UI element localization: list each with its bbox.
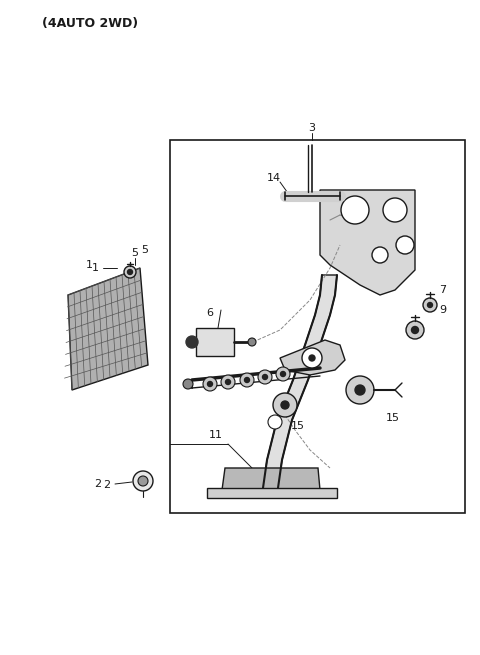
Circle shape	[423, 298, 437, 312]
Polygon shape	[280, 340, 345, 375]
Circle shape	[258, 370, 272, 384]
Text: 11: 11	[209, 430, 223, 440]
Circle shape	[406, 321, 424, 339]
Circle shape	[138, 476, 148, 486]
Circle shape	[186, 336, 198, 348]
Text: 15: 15	[386, 413, 400, 423]
Circle shape	[240, 373, 254, 387]
Circle shape	[221, 375, 235, 389]
Circle shape	[124, 266, 136, 278]
Text: 1: 1	[85, 260, 93, 270]
Circle shape	[248, 338, 256, 346]
Circle shape	[183, 379, 193, 389]
Circle shape	[302, 348, 322, 368]
Circle shape	[203, 377, 217, 391]
Circle shape	[341, 196, 369, 224]
Circle shape	[276, 367, 290, 381]
Circle shape	[263, 375, 267, 379]
Bar	[170, 140, 465, 513]
Circle shape	[396, 236, 414, 254]
Text: 5: 5	[132, 248, 139, 258]
Circle shape	[281, 401, 289, 409]
Circle shape	[372, 247, 388, 263]
Circle shape	[273, 393, 297, 417]
Bar	[196, 328, 234, 356]
Polygon shape	[320, 190, 415, 295]
Text: 7: 7	[439, 285, 446, 295]
Text: 1: 1	[92, 263, 98, 273]
Circle shape	[355, 385, 365, 395]
Text: 6: 6	[206, 308, 214, 318]
Text: 9: 9	[439, 305, 446, 315]
Text: 15: 15	[291, 421, 305, 431]
Circle shape	[244, 377, 250, 383]
Circle shape	[128, 269, 132, 274]
Polygon shape	[222, 468, 320, 490]
Circle shape	[268, 415, 282, 429]
Circle shape	[133, 471, 153, 491]
Text: 2: 2	[95, 479, 102, 489]
Circle shape	[383, 198, 407, 222]
Circle shape	[226, 379, 230, 384]
Text: (4AUTO 2WD): (4AUTO 2WD)	[42, 17, 138, 30]
Text: 14: 14	[267, 173, 281, 183]
Circle shape	[346, 376, 374, 404]
Circle shape	[280, 371, 286, 377]
Text: 2: 2	[103, 480, 110, 490]
Text: 5: 5	[142, 245, 148, 255]
Polygon shape	[68, 268, 148, 390]
Circle shape	[309, 355, 315, 361]
Circle shape	[428, 303, 432, 307]
Polygon shape	[207, 488, 337, 498]
Circle shape	[411, 326, 419, 333]
Text: 3: 3	[309, 123, 315, 133]
Polygon shape	[263, 275, 337, 488]
Circle shape	[207, 381, 213, 386]
